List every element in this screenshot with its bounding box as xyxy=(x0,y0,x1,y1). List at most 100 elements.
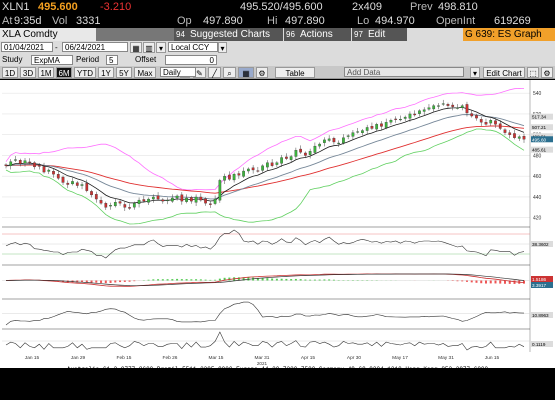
bid-ask-size: 2x409 xyxy=(352,1,382,13)
chevron-down-icon[interactable]: ▾ xyxy=(470,67,480,78)
frequency-select[interactable]: Daily xyxy=(160,67,196,77)
candle xyxy=(327,138,331,141)
candle xyxy=(204,198,207,204)
edit-chart-button[interactable]: Edit Chart xyxy=(483,67,525,78)
period-button-1m[interactable]: 1M xyxy=(38,67,54,78)
add-data-input[interactable]: Add Data xyxy=(344,67,464,77)
candle xyxy=(313,145,317,153)
candle xyxy=(365,127,369,131)
candle xyxy=(470,113,474,117)
end-date-input[interactable]: 06/24/2021 xyxy=(62,42,128,52)
candle xyxy=(180,194,184,202)
candle xyxy=(128,207,131,209)
zoom-icon[interactable]: ⌕ xyxy=(223,67,236,78)
panel-value-tag xyxy=(531,341,553,347)
period-button-6m[interactable]: 6M xyxy=(56,67,72,78)
panel-value-tag xyxy=(531,276,553,282)
candle xyxy=(80,184,84,186)
candle xyxy=(437,105,440,107)
candle xyxy=(370,126,374,129)
period-button-ytd[interactable]: YTD xyxy=(74,67,96,78)
candle xyxy=(189,197,193,202)
candle xyxy=(308,151,312,155)
edit-menu[interactable]: Edit xyxy=(365,28,407,41)
candle xyxy=(218,180,222,201)
price-tag-label: 507.21 xyxy=(532,125,546,130)
candle xyxy=(14,159,17,161)
open-value: 497.890 xyxy=(203,15,243,27)
chart-background xyxy=(0,80,555,368)
candle xyxy=(380,123,383,127)
panel-line xyxy=(5,301,525,326)
panel-value-tag xyxy=(531,241,553,247)
candle xyxy=(156,195,160,200)
bars-icon[interactable]: ▥ xyxy=(143,42,155,53)
chevron-down-icon[interactable]: ▾ xyxy=(156,42,166,53)
candle xyxy=(332,138,336,143)
price-chart[interactable]: 420440460480500520540517.34507.21498.514… xyxy=(0,80,555,368)
candle xyxy=(508,132,512,135)
maximize-icon[interactable]: ⬚ xyxy=(527,67,539,78)
security-input-fill[interactable] xyxy=(96,28,174,41)
footer-line-1: Australia 61 2 9777 8600 Brazil 5511 239… xyxy=(66,366,489,373)
security-field[interactable]: XLA Comdty xyxy=(0,28,96,41)
period-input[interactable]: 5 xyxy=(106,55,118,65)
period-button-1y[interactable]: 1Y xyxy=(98,67,114,78)
candle xyxy=(247,168,250,172)
period-button-1d[interactable]: 1D xyxy=(2,67,18,78)
currency-select[interactable]: Local CCY xyxy=(168,42,218,52)
offset-input[interactable]: 0 xyxy=(165,55,217,65)
y-tick-label: 540 xyxy=(533,91,542,97)
offset-label: Offset xyxy=(135,55,157,64)
candle xyxy=(489,120,493,124)
candle xyxy=(61,176,65,183)
candle xyxy=(375,124,379,130)
candle xyxy=(109,205,112,207)
table-button[interactable]: Table xyxy=(275,67,315,78)
panel-value-label: 3.3917 xyxy=(532,283,546,288)
candle xyxy=(342,137,345,144)
candle xyxy=(318,143,322,147)
period-button-5y[interactable]: 5Y xyxy=(116,67,132,78)
candle xyxy=(71,181,74,185)
candle xyxy=(123,204,127,208)
candle xyxy=(94,194,98,200)
suggested-num[interactable]: 94 xyxy=(174,28,187,41)
lower-band-line xyxy=(5,128,525,225)
panel-line xyxy=(5,331,525,351)
candle xyxy=(266,162,269,168)
study-select[interactable]: ExpMA xyxy=(31,55,73,65)
candle xyxy=(9,161,13,166)
actions-menu[interactable]: Actions xyxy=(297,28,351,41)
footer-line-3: SN 1283940 AST GMT+3:00 H520-3601-3 24-J… xyxy=(313,378,515,385)
candle xyxy=(441,103,445,105)
x-tick-label: Apr 30 xyxy=(347,355,361,361)
currency-dropdown-icon[interactable]: ▾ xyxy=(218,42,227,53)
period-button-3d[interactable]: 3D xyxy=(20,67,36,78)
study-bar: Study ExpMA Period 5 Offset 0 xyxy=(0,54,555,66)
edit-num[interactable]: 97 xyxy=(352,28,365,41)
suggested-charts-button[interactable]: Suggested Charts xyxy=(187,28,283,41)
candle xyxy=(28,161,32,163)
low-label: Lo xyxy=(357,15,370,27)
price-change: -3.210 xyxy=(100,1,132,13)
candle xyxy=(175,195,179,199)
start-date-input[interactable]: 01/04/2021 xyxy=(1,42,53,52)
candle xyxy=(56,173,60,179)
gear-icon[interactable]: ⚙ xyxy=(541,67,553,78)
price-tag-label: 495.60 xyxy=(532,137,546,142)
upper-band-line xyxy=(5,87,525,191)
settings-icon[interactable]: ⚙ xyxy=(256,67,268,78)
open-interest-value: 619269 xyxy=(494,15,531,27)
candle xyxy=(460,105,464,108)
period-button-max[interactable]: Max xyxy=(134,67,156,78)
candle xyxy=(399,118,402,121)
candle xyxy=(223,176,226,181)
chart-type-icon[interactable]: ▦ xyxy=(238,67,254,78)
actions-num[interactable]: 96 xyxy=(284,28,297,41)
y-tick-label: 420 xyxy=(533,216,542,222)
macd-signal-line xyxy=(6,273,525,287)
x-tick-label: Mar 31 xyxy=(255,355,270,361)
calendar-icon[interactable]: ▦ xyxy=(130,42,142,53)
line-tool-icon[interactable]: ╱ xyxy=(208,67,221,78)
